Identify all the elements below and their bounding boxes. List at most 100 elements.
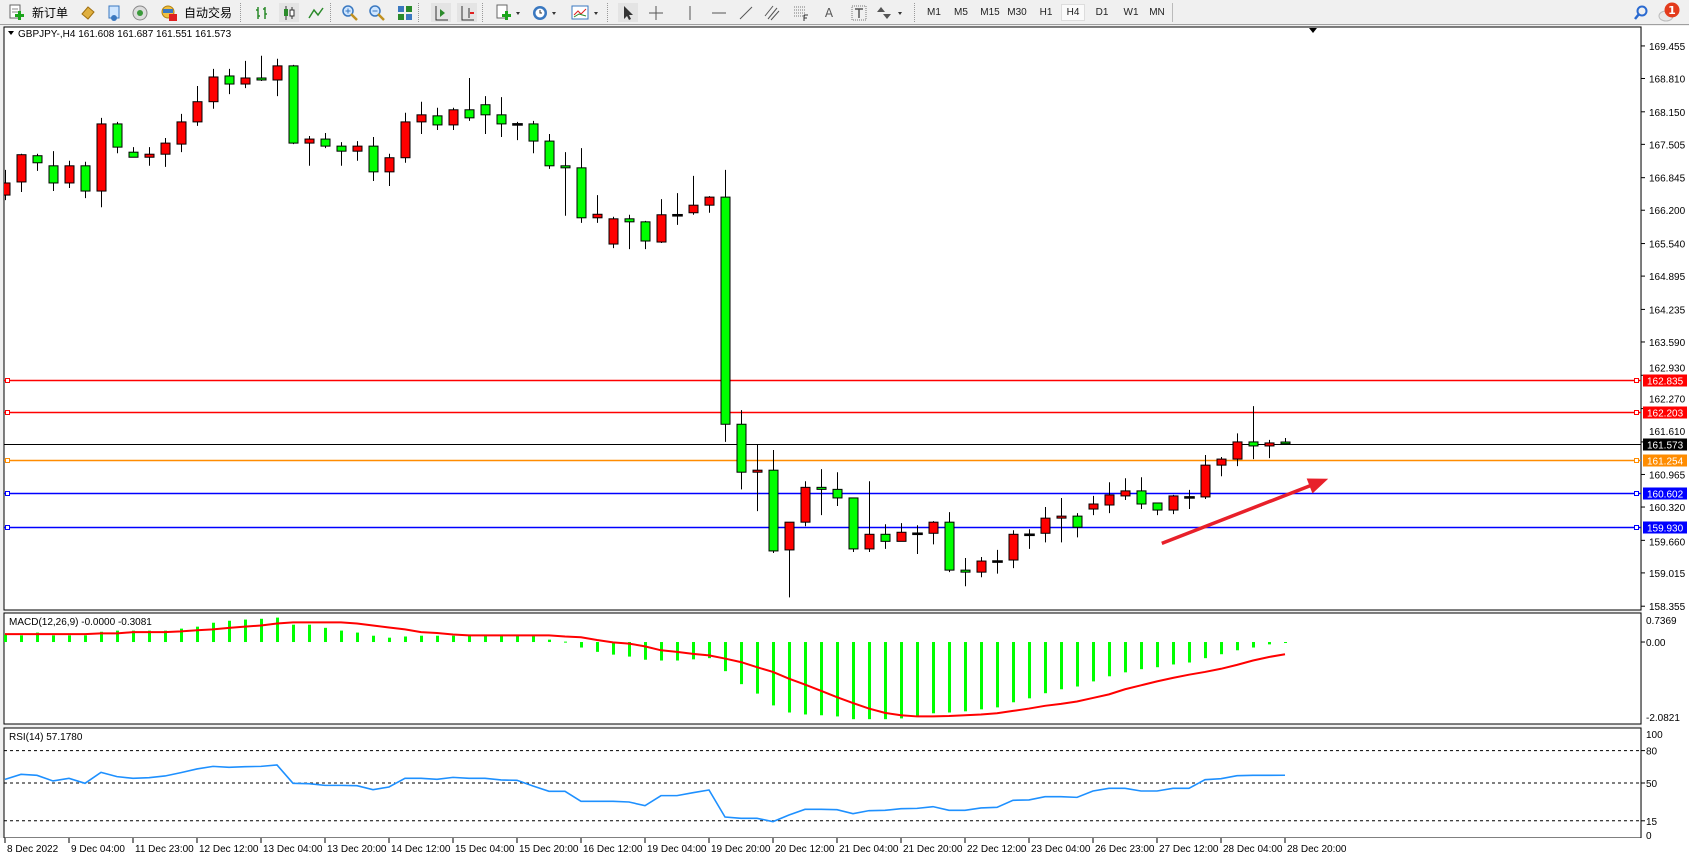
timeframe-h4[interactable]: H4	[1061, 4, 1085, 21]
periods-dropdown[interactable]	[530, 3, 560, 22]
candle[interactable]	[752, 444, 763, 512]
candle[interactable]	[976, 557, 987, 578]
fibonacci-icon[interactable]	[791, 3, 811, 22]
timeframe-m5[interactable]: M5	[954, 7, 968, 18]
timeframe-w1[interactable]: W1	[1123, 7, 1139, 18]
alerts-button[interactable]: 1	[1656, 1, 1682, 24]
candle[interactable]	[784, 521, 795, 598]
candle[interactable]	[1136, 477, 1147, 510]
candle[interactable]	[1120, 478, 1131, 500]
candle[interactable]	[880, 524, 891, 549]
candle[interactable]	[1104, 482, 1115, 514]
candle[interactable]	[592, 195, 603, 223]
candle[interactable]	[544, 134, 555, 169]
crosshair-icon[interactable]	[646, 3, 666, 22]
terminal-icon[interactable]	[130, 3, 150, 22]
candle[interactable]	[1200, 455, 1211, 499]
vertical-line-icon[interactable]	[680, 3, 700, 22]
candle[interactable]	[864, 481, 875, 552]
candle[interactable]	[496, 97, 507, 138]
level-right-anchor[interactable]	[1634, 378, 1639, 383]
candlestick-chart-icon[interactable]	[279, 3, 299, 22]
candle[interactable]	[256, 55, 267, 82]
candle[interactable]	[960, 558, 971, 587]
candle[interactable]	[832, 472, 843, 507]
candle[interactable]	[176, 113, 187, 153]
search-icon[interactable]	[1631, 3, 1651, 22]
auto-trading-button[interactable]: 自动交易	[183, 6, 232, 20]
chart-shift-marker[interactable]	[1309, 28, 1317, 33]
candle[interactable]	[64, 160, 75, 189]
level-left-anchor[interactable]	[5, 378, 10, 383]
candle[interactable]	[272, 58, 283, 97]
candle[interactable]	[112, 121, 123, 154]
candle[interactable]	[848, 497, 859, 552]
candle[interactable]	[448, 107, 459, 130]
timeframe-h1[interactable]: H1	[1039, 7, 1053, 18]
candle[interactable]	[944, 512, 955, 573]
candle[interactable]	[1040, 507, 1051, 543]
tile-windows-icon[interactable]	[395, 3, 415, 22]
candle[interactable]	[1072, 513, 1083, 538]
trend-arrow-head[interactable]	[1306, 478, 1329, 494]
level-right-anchor[interactable]	[1634, 491, 1639, 496]
equidistant-channel-icon[interactable]	[762, 3, 782, 22]
candle[interactable]	[352, 141, 363, 161]
zoom-in-icon[interactable]	[340, 3, 360, 22]
candle[interactable]	[912, 525, 923, 554]
candle[interactable]	[928, 521, 939, 545]
auto-trading-icon[interactable]	[158, 3, 180, 22]
candle[interactable]	[656, 199, 667, 244]
candle[interactable]	[720, 169, 731, 442]
timeframe-m30[interactable]: M30	[1007, 7, 1027, 18]
chart-menu-triangle-icon[interactable]	[8, 31, 14, 35]
timeframe-m1[interactable]: M1	[927, 7, 941, 18]
timeframe-mn[interactable]: MN	[1149, 7, 1165, 18]
text-label-icon[interactable]	[849, 3, 869, 22]
candle[interactable]	[800, 481, 811, 527]
candle[interactable]	[1168, 494, 1179, 515]
level-right-anchor[interactable]	[1634, 525, 1639, 530]
candle[interactable]	[192, 86, 203, 126]
level-right-anchor[interactable]	[1634, 410, 1639, 415]
horizontal-line-icon[interactable]	[709, 3, 729, 22]
trend-arrow-shaft[interactable]	[1161, 481, 1317, 546]
candle[interactable]	[304, 136, 315, 166]
bar-chart-icon[interactable]	[252, 3, 272, 22]
candle[interactable]	[992, 549, 1003, 574]
candle[interactable]	[416, 101, 427, 135]
candle[interactable]	[32, 153, 43, 171]
level-left-anchor[interactable]	[5, 491, 10, 496]
candle[interactable]	[640, 220, 651, 250]
candle[interactable]	[336, 142, 347, 166]
text-tool-button[interactable]: A	[824, 5, 834, 20]
candle[interactable]	[224, 68, 235, 95]
candle[interactable]	[368, 137, 379, 181]
candle[interactable]	[560, 152, 571, 216]
candle[interactable]	[1280, 438, 1291, 445]
candle[interactable]	[1008, 530, 1019, 569]
candle[interactable]	[736, 410, 747, 490]
chart-window[interactable]: 169.455 168.810 168.150 167.505 166.845 166.2…	[0, 26, 1689, 861]
candle[interactable]	[1024, 529, 1035, 549]
new-order-button[interactable]: 新订单	[31, 6, 68, 20]
candle[interactable]	[1088, 495, 1099, 516]
candle[interactable]	[1248, 406, 1259, 460]
candle[interactable]	[240, 60, 251, 89]
timeframe-d1[interactable]: D1	[1095, 7, 1109, 18]
candle[interactable]	[1216, 457, 1227, 477]
candle[interactable]	[400, 112, 411, 163]
templates-dropdown[interactable]	[570, 3, 602, 22]
candle[interactable]	[896, 523, 907, 542]
candle[interactable]	[768, 449, 779, 553]
candle[interactable]	[432, 107, 443, 130]
candle[interactable]	[672, 193, 683, 225]
level-right-anchor[interactable]	[1634, 458, 1639, 463]
chart-shift-icon[interactable]	[457, 3, 477, 22]
level-left-anchor[interactable]	[5, 458, 10, 463]
candle[interactable]	[1232, 433, 1243, 467]
main-chart-pane[interactable]	[3, 26, 1642, 611]
candle[interactable]	[528, 120, 539, 154]
zoom-out-icon[interactable]	[367, 3, 387, 22]
candle[interactable]	[208, 68, 219, 109]
